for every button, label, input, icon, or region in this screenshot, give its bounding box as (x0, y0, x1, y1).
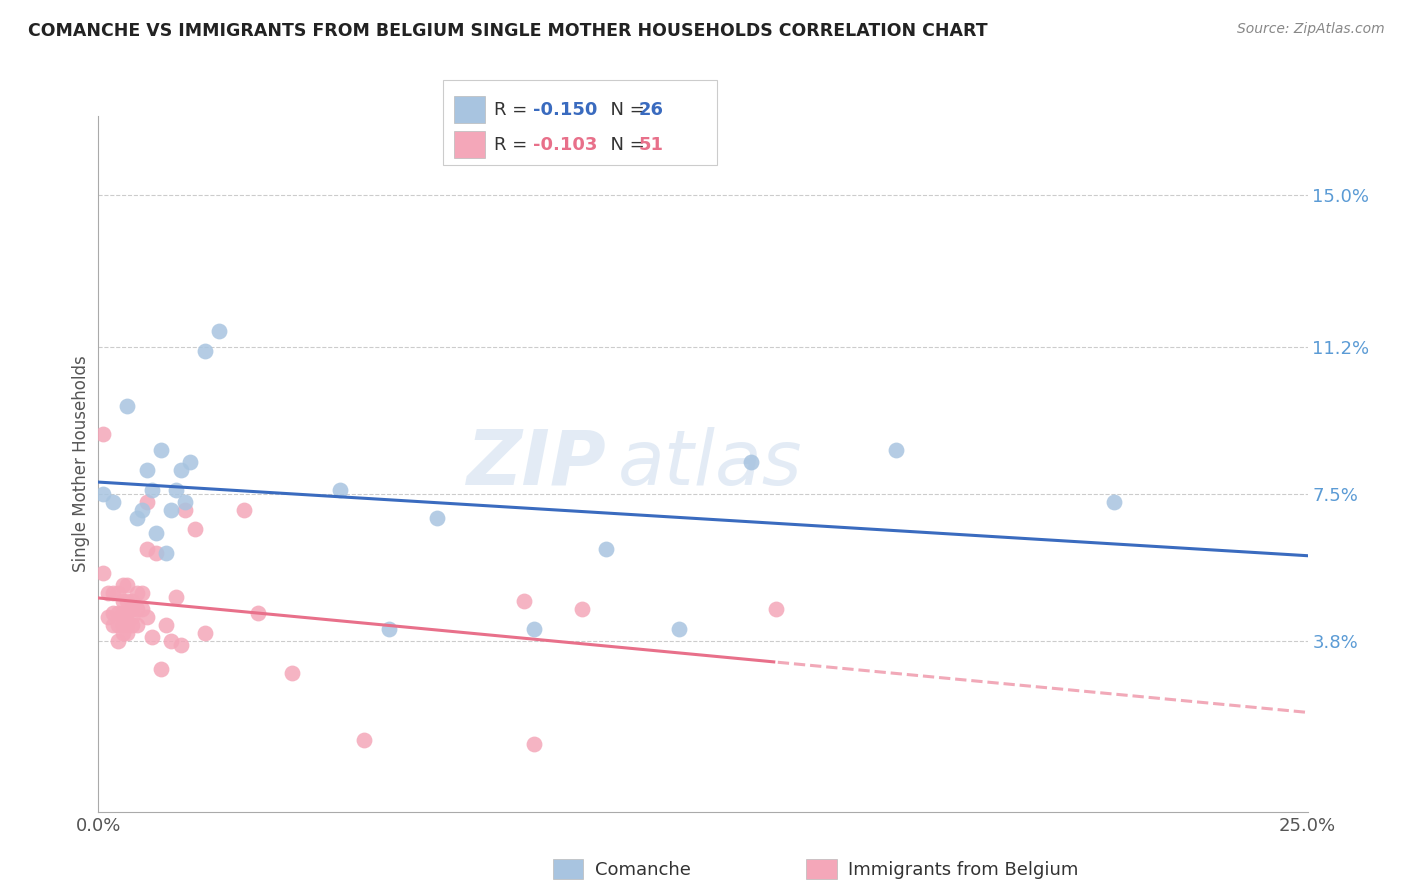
Point (281, 665, 304, 680)
Point (121, 610, 143, 624)
Y-axis label: Single Mother Households: Single Mother Households (72, 356, 90, 572)
Point (91, 486, 114, 500)
Text: atlas: atlas (619, 427, 803, 500)
Point (174, 502, 197, 516)
Point (107, 618, 129, 632)
Point (247, 606, 270, 620)
Point (107, 606, 129, 620)
Point (141, 483, 163, 497)
Point (165, 483, 187, 497)
Point (740, 455, 762, 469)
Point (135, 542, 157, 557)
Point (169, 463, 191, 477)
Point (135, 494, 157, 508)
Point (111, 594, 134, 608)
Text: 51: 51 (638, 136, 664, 153)
Point (329, 483, 352, 497)
Point (179, 455, 201, 469)
Point (101, 618, 124, 632)
Point (97, 610, 120, 624)
Point (91, 566, 114, 581)
Point (668, 622, 690, 636)
Point (174, 494, 197, 508)
Point (523, 622, 546, 636)
Point (155, 618, 177, 632)
Point (165, 590, 187, 604)
Text: -0.150: -0.150 (533, 101, 598, 119)
Point (107, 633, 129, 648)
Point (127, 510, 149, 524)
Point (111, 578, 134, 592)
Text: Comanche: Comanche (595, 861, 690, 879)
Point (886, 442, 908, 457)
Point (145, 546, 167, 560)
Point (595, 542, 617, 557)
Point (513, 594, 536, 608)
Text: Source: ZipAtlas.com: Source: ZipAtlas.com (1237, 22, 1385, 37)
Text: R =: R = (494, 101, 533, 119)
Point (377, 622, 399, 636)
Point (135, 610, 157, 624)
Point (121, 602, 143, 616)
Point (232, 502, 254, 516)
Point (155, 546, 177, 560)
Point (135, 463, 157, 477)
Text: R =: R = (494, 136, 533, 153)
Point (141, 630, 163, 644)
Point (117, 578, 139, 592)
Point (184, 523, 207, 537)
Point (121, 618, 143, 632)
Point (426, 510, 449, 524)
Point (1102, 494, 1125, 508)
Point (111, 625, 134, 640)
Point (117, 594, 139, 608)
Point (101, 586, 124, 600)
Point (101, 494, 124, 508)
Point (353, 733, 375, 747)
Text: Immigrants from Belgium: Immigrants from Belgium (848, 861, 1078, 879)
Text: -0.103: -0.103 (533, 136, 598, 153)
Text: N =: N = (599, 136, 651, 153)
Point (91, 427, 114, 442)
Point (194, 625, 217, 640)
Point (145, 526, 167, 541)
Point (117, 618, 139, 632)
Text: N =: N = (599, 101, 651, 119)
Point (160, 633, 183, 648)
Point (160, 502, 183, 516)
Point (117, 625, 139, 640)
Point (101, 606, 124, 620)
Point (571, 602, 593, 616)
Point (131, 586, 153, 600)
Point (111, 606, 134, 620)
Point (150, 442, 173, 457)
Text: 26: 26 (638, 101, 664, 119)
Point (127, 602, 149, 616)
Point (121, 594, 143, 608)
Text: COMANCHE VS IMMIGRANTS FROM BELGIUM SINGLE MOTHER HOUSEHOLDS CORRELATION CHART: COMANCHE VS IMMIGRANTS FROM BELGIUM SING… (28, 22, 988, 40)
Point (150, 662, 173, 676)
Point (208, 324, 231, 338)
Point (169, 638, 191, 652)
Point (131, 502, 153, 516)
Point (117, 399, 139, 413)
Point (97, 586, 120, 600)
Point (127, 586, 149, 600)
Point (194, 343, 217, 358)
Text: ZIP: ZIP (467, 427, 606, 500)
Point (765, 602, 787, 616)
Point (107, 586, 129, 600)
Point (127, 618, 149, 632)
Point (117, 606, 139, 620)
Point (523, 737, 546, 751)
Point (111, 618, 134, 632)
Point (131, 602, 153, 616)
